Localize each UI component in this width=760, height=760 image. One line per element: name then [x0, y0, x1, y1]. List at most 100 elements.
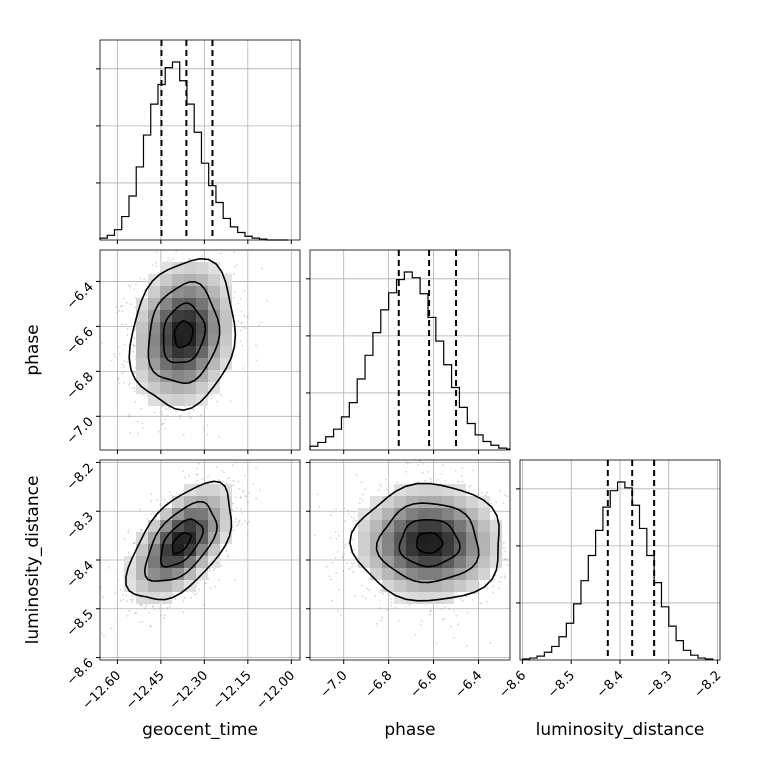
scatter-point — [429, 613, 431, 616]
scatter-point — [182, 611, 185, 614]
scatter-point — [225, 549, 228, 552]
scatter-point — [221, 245, 223, 247]
density-cell — [454, 532, 466, 544]
density-cell — [160, 568, 172, 580]
scatter-point — [476, 494, 479, 496]
scatter-point — [316, 493, 319, 496]
density-cell — [220, 334, 232, 346]
scatter-point — [199, 414, 202, 417]
scatter-point — [486, 491, 488, 494]
scatter-point — [390, 604, 392, 607]
scatter-point — [133, 288, 136, 291]
density-cell — [430, 508, 442, 520]
scatter-point — [335, 572, 338, 575]
contour-level-4 — [125, 480, 233, 601]
scatter-point — [150, 513, 153, 515]
scatter-point — [167, 257, 170, 259]
scatter-point — [386, 608, 389, 611]
scatter-point — [459, 598, 462, 600]
scatter-point — [334, 531, 337, 534]
scatter-point — [329, 537, 332, 539]
scatter-point — [242, 367, 245, 370]
scatter-point — [148, 612, 151, 614]
scatter-point — [140, 604, 142, 606]
density-cell — [466, 508, 478, 520]
scatter-point — [132, 345, 135, 347]
density-cell — [478, 508, 490, 520]
scatter-point — [416, 481, 419, 484]
scatter-point — [149, 625, 152, 628]
x-tick-label: −12.45 — [123, 668, 168, 713]
2d-content — [310, 460, 510, 660]
density-cell — [160, 394, 172, 406]
scatter-point — [218, 240, 220, 242]
scatter-point — [157, 607, 160, 609]
scatter-point — [260, 321, 263, 324]
scatter-point — [240, 310, 243, 313]
scatter-point — [237, 523, 240, 526]
density-cell — [160, 262, 172, 274]
density-cell — [160, 346, 172, 358]
density-cell — [406, 568, 418, 580]
scatter-point — [132, 350, 134, 353]
scatter-point — [503, 558, 506, 561]
contour-level-4 — [349, 482, 500, 602]
scatter-point — [424, 479, 427, 482]
scatter-point — [232, 484, 235, 487]
scatter-point — [238, 519, 241, 522]
scatter-point — [335, 508, 337, 511]
hist-panel-phase — [306, 249, 511, 454]
scatter-point — [492, 591, 494, 593]
scatter-point — [378, 489, 380, 492]
scatter-point — [338, 588, 340, 591]
scatter-point — [112, 353, 115, 355]
density-cell — [490, 520, 502, 532]
scatter-point — [213, 567, 216, 570]
scatter-point — [344, 544, 347, 547]
scatter-point — [470, 484, 472, 487]
scatter-point — [218, 435, 220, 438]
density-cell — [136, 310, 148, 322]
scatter-point — [124, 323, 127, 326]
density-cell — [430, 544, 442, 556]
density-cell — [136, 358, 148, 370]
scatter-point — [478, 583, 481, 585]
scatter-point — [166, 415, 169, 417]
scatter-point — [506, 495, 509, 498]
scatter-point — [502, 502, 505, 505]
scatter-point — [210, 397, 213, 400]
scatter-point — [231, 464, 234, 467]
scatter-point — [123, 343, 126, 346]
density-cell — [184, 286, 196, 298]
scatter-point — [328, 575, 331, 577]
density-cell — [370, 556, 382, 568]
scatter-point — [152, 605, 154, 607]
scatter-point — [130, 303, 133, 305]
scatter-point — [462, 599, 464, 602]
scatter-point — [498, 580, 501, 583]
density-cell — [358, 532, 370, 544]
density-cell — [394, 580, 406, 592]
scatter-point — [368, 589, 371, 592]
scatter-point — [350, 529, 352, 532]
scatter-point — [334, 556, 337, 559]
scatter-point — [135, 611, 138, 614]
scatter-point — [133, 390, 136, 393]
scatter-point — [117, 578, 119, 581]
scatter-point — [182, 470, 185, 473]
scatter-point — [453, 609, 455, 612]
scatter-point — [153, 608, 156, 611]
y-tick-label: −6.8 — [64, 370, 97, 403]
scatter-point — [132, 344, 135, 347]
scatter-point — [189, 258, 191, 260]
density-cell — [160, 298, 172, 310]
density-cell — [370, 508, 382, 520]
scatter-point — [160, 614, 162, 617]
scatter-point — [161, 423, 164, 425]
scatter-point — [118, 310, 120, 312]
scatter-point — [490, 502, 493, 505]
scatter-point — [120, 305, 122, 307]
density-cell — [208, 358, 220, 370]
scatter-point — [121, 305, 123, 307]
scatter-point — [164, 427, 167, 430]
